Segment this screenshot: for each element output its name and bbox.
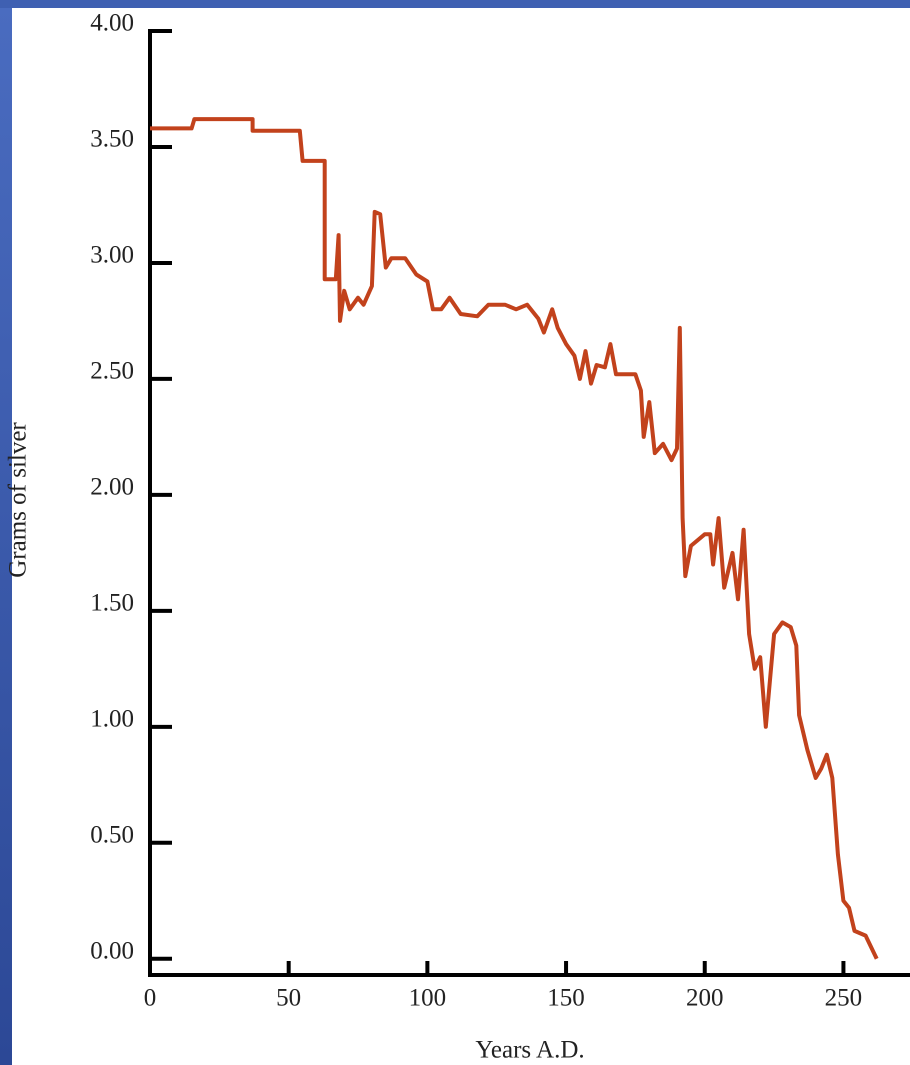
x-tick-label: 50 xyxy=(276,985,301,1012)
frame-left xyxy=(0,0,12,1065)
y-tick-label: 0.00 xyxy=(90,937,134,964)
data-line xyxy=(150,117,879,960)
y-tick-label: 1.50 xyxy=(90,590,134,617)
frame-top xyxy=(0,0,910,8)
x-tick-label: 250 xyxy=(825,985,863,1012)
x-tick-label: 150 xyxy=(547,985,585,1012)
y-tick-label: 2.50 xyxy=(90,358,134,385)
y-axis-label: Grams of silver xyxy=(5,422,32,578)
x-tick-label: 200 xyxy=(686,985,724,1012)
y-tick-label: 1.00 xyxy=(90,706,134,733)
x-tick-label: 100 xyxy=(409,985,447,1012)
x-axis-label: Years A.D. xyxy=(475,1037,584,1064)
y-tick-label: 3.50 xyxy=(90,126,134,153)
y-tick-label: 4.00 xyxy=(90,10,134,37)
y-tick-label: 3.00 xyxy=(90,242,134,269)
y-tick-label: 0.50 xyxy=(90,822,134,849)
y-tick-label: 2.00 xyxy=(90,474,134,501)
x-tick-label: 0 xyxy=(144,985,157,1012)
